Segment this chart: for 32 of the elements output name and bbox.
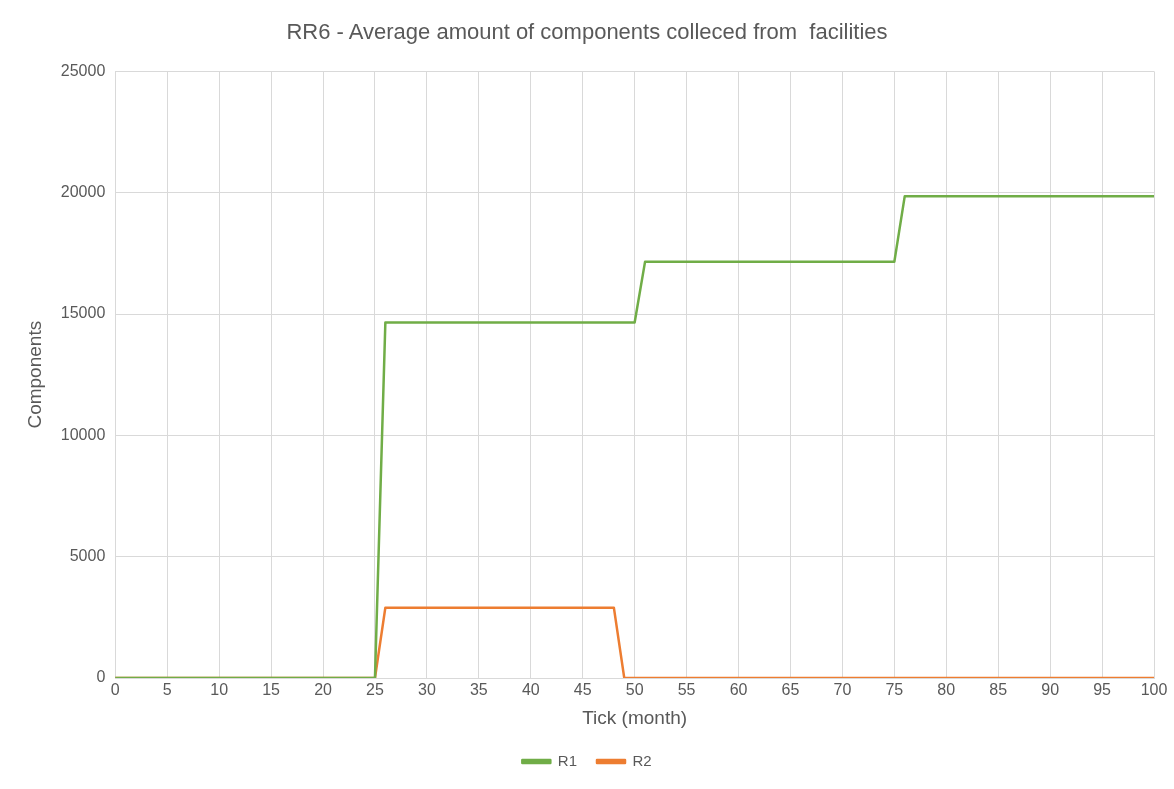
x-tick-label: 20 [314, 681, 333, 699]
x-tick-label: 10 [210, 681, 229, 699]
x-tick-label: 25 [366, 681, 384, 699]
x-tick-label: 15 [262, 681, 281, 699]
x-axis-title: Tick (month) [582, 706, 688, 728]
x-tick-label: 95 [1093, 681, 1112, 699]
x-tick-label: 100 [1140, 681, 1168, 699]
y-tick-label: 15000 [60, 304, 106, 322]
x-tick-label: 65 [781, 681, 800, 699]
x-tick-label: 40 [521, 681, 540, 699]
y-tick-label: 20000 [60, 183, 106, 201]
legend-label: R2 [632, 751, 652, 769]
legend-label: R1 [557, 751, 578, 769]
y-tick-label: 0 [96, 668, 106, 686]
x-tick-label: 50 [625, 681, 644, 699]
x-tick-label: 70 [833, 681, 852, 699]
x-tick-label: 45 [573, 681, 592, 699]
x-tick-label: 55 [677, 681, 696, 699]
x-tick-label: 85 [989, 681, 1008, 699]
x-tick-label: 60 [729, 681, 748, 699]
y-axis-title: Components [23, 320, 45, 429]
x-tick-label: 0 [110, 681, 120, 699]
x-tick-label: 90 [1041, 681, 1060, 699]
y-tick-label: 25000 [60, 61, 106, 79]
chart-title: RR6 - Average amount of components colleced from facilities [286, 19, 888, 45]
x-tick-label: 35 [469, 681, 488, 699]
y-tick-label: 5000 [69, 547, 106, 565]
x-tick-label: 30 [418, 681, 436, 699]
x-tick-label: 5 [162, 681, 172, 699]
y-tick-label: 10000 [60, 425, 106, 443]
x-tick-label: 80 [937, 681, 956, 699]
x-tick-label: 75 [885, 681, 904, 699]
